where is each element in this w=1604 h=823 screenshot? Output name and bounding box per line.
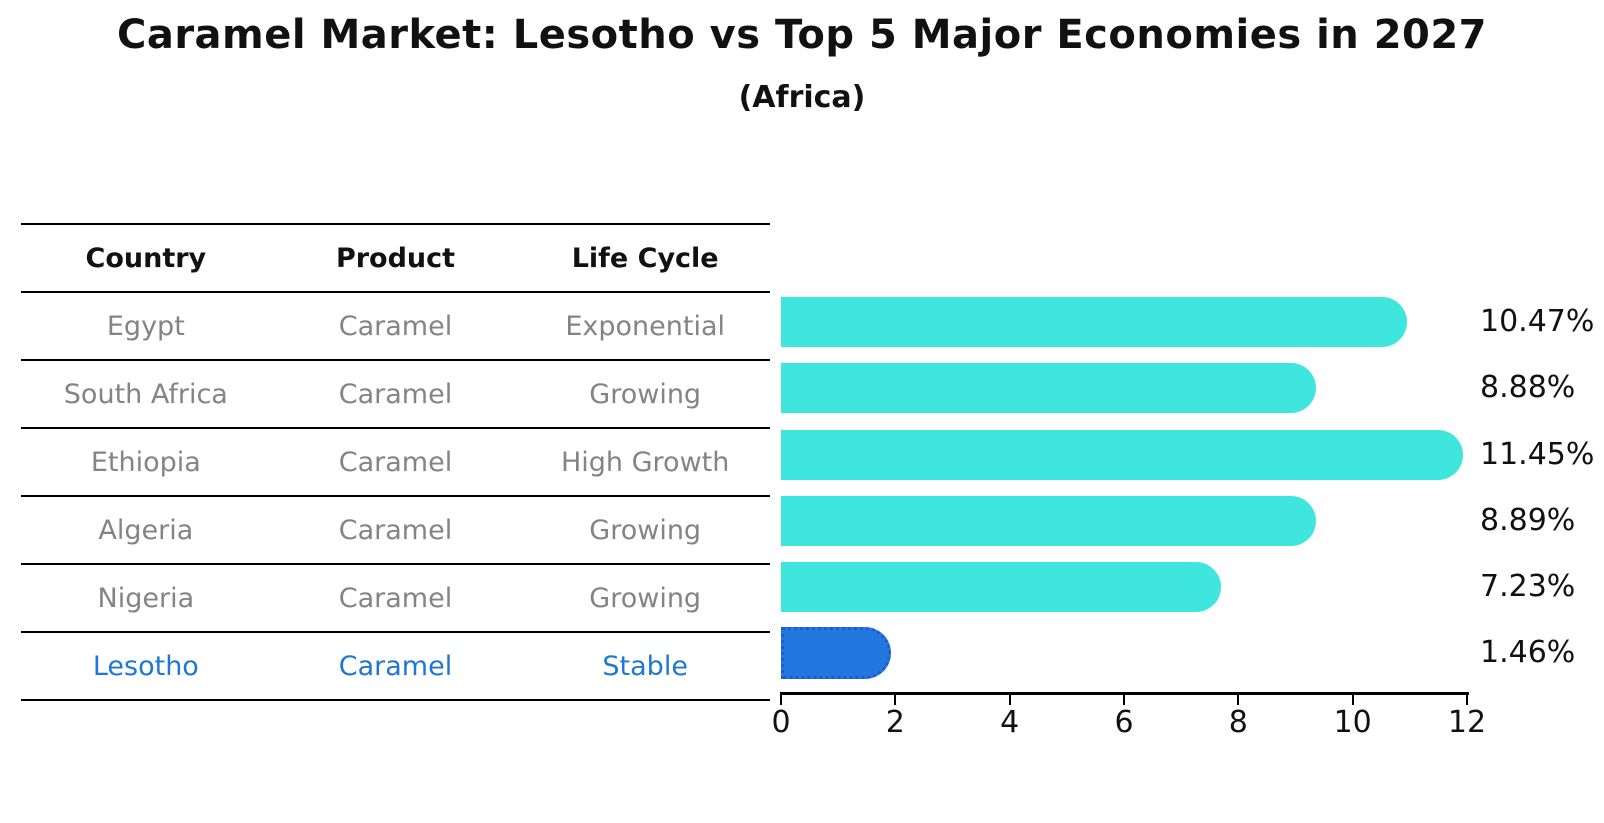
x-axis-tick <box>1008 695 1011 705</box>
product-cell: Caramel <box>338 310 453 342</box>
bar-nigeria <box>781 562 1222 612</box>
x-axis-tick <box>1351 695 1354 705</box>
value-label-lesotho: 1.46% <box>1480 635 1576 670</box>
bar-algeria <box>781 496 1317 546</box>
life-cycle-cell: Growing <box>589 582 702 614</box>
value-label-egypt: 10.47% <box>1480 304 1595 339</box>
x-axis-line <box>780 692 1469 695</box>
chart-subtitle: (Africa) <box>738 80 866 115</box>
x-axis-tick-label: 8 <box>1228 705 1248 740</box>
x-axis-tick-label: 12 <box>1447 705 1487 740</box>
x-axis-tick-label: 4 <box>1000 705 1020 740</box>
bar-south-africa <box>781 363 1316 413</box>
x-axis-tick-label: 6 <box>1114 705 1134 740</box>
life-cycle-cell: Growing <box>589 378 702 410</box>
country-cell: Egypt <box>106 310 185 342</box>
table-row-nigeria: Nigeria Caramel Growing <box>21 565 770 633</box>
country-cell: South Africa <box>63 378 228 410</box>
value-label-algeria: 8.89% <box>1480 503 1576 538</box>
table-row-egypt: Egypt Caramel Exponential <box>21 293 770 361</box>
bar-ethiopia <box>781 430 1463 480</box>
product-cell: Caramel <box>338 378 453 410</box>
x-axis-tick <box>894 695 897 705</box>
table-row-algeria: Algeria Caramel Growing <box>21 497 770 565</box>
product-cell: Caramel <box>338 446 453 478</box>
table-row-lesotho: Lesotho Caramel Stable <box>21 633 770 701</box>
value-label-nigeria: 7.23% <box>1480 569 1576 604</box>
x-axis-tick <box>1237 695 1240 705</box>
x-axis-tick <box>1123 695 1125 705</box>
table-header-life-cycle: Life Cycle <box>571 242 719 274</box>
country-table: Country Product Life Cycle Egypt Caramel… <box>21 223 770 701</box>
table-header-product: Product <box>335 242 456 274</box>
value-label-ethiopia: 11.45% <box>1480 437 1595 472</box>
product-cell: Caramel <box>338 582 453 614</box>
product-cell: Caramel <box>338 650 453 682</box>
table-header-row: Country Product Life Cycle <box>21 223 770 293</box>
x-axis-tick <box>1466 695 1468 705</box>
product-cell: Caramel <box>338 514 453 546</box>
life-cycle-cell: High Growth <box>560 446 730 478</box>
life-cycle-cell: Exponential <box>565 310 726 342</box>
chart-title: Caramel Market: Lesotho vs Top 5 Major E… <box>116 12 1488 58</box>
x-axis-tick <box>780 695 782 705</box>
value-label-south-africa: 8.88% <box>1480 370 1576 405</box>
country-cell: Ethiopia <box>90 446 201 478</box>
life-cycle-cell: Growing <box>589 514 702 546</box>
country-cell: Algeria <box>98 514 194 546</box>
country-cell: Lesotho <box>92 650 199 682</box>
table-header-country: Country <box>85 242 207 274</box>
bar-egypt <box>781 297 1407 347</box>
bar-lesotho <box>781 627 892 679</box>
country-cell: Nigeria <box>97 582 195 614</box>
x-axis-tick-label: 10 <box>1333 705 1372 740</box>
x-axis-tick-label: 0 <box>771 705 791 740</box>
table-row-ethiopia: Ethiopia Caramel High Growth <box>21 429 770 497</box>
x-axis-tick-label: 2 <box>885 705 905 740</box>
table-row-south-africa: South Africa Caramel Growing <box>21 361 770 429</box>
life-cycle-cell: Stable <box>602 650 688 682</box>
